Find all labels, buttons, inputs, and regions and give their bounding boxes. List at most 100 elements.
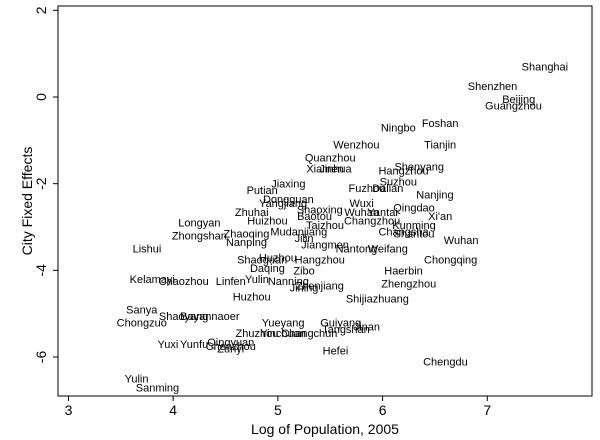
y-tick-label: -2 (33, 177, 49, 190)
data-point-label: Foshan (422, 118, 459, 130)
x-axis-label: Log of Population, 2005 (251, 421, 399, 437)
data-point-label: Wenzhou (333, 140, 379, 152)
data-point-label: Hangzhou (295, 255, 345, 267)
data-point-label: Zibo (293, 265, 314, 277)
data-point-label: Shaoxing (297, 205, 343, 217)
data-point-label: Ningbo (381, 122, 416, 134)
data-point-label: Daqing (250, 263, 285, 275)
data-point-label: Dalian (372, 183, 403, 195)
data-point-label: Zhenjiang (296, 281, 344, 293)
data-point-label: Nanping (226, 237, 267, 249)
data-point-label: Weifang (368, 244, 408, 256)
data-point-label: Fuzhou (349, 183, 386, 195)
x-tick-label: 5 (274, 402, 282, 418)
data-point-label: Wuxi (350, 198, 374, 210)
data-point-label: Chongqing (424, 255, 477, 267)
data-point-label: Shaoyang (159, 311, 209, 323)
data-point-label: Zhongshan (172, 231, 227, 243)
data-point-label: Zhuzhou (236, 328, 279, 340)
data-point-label: Hangzhou (378, 166, 428, 178)
data-point-label: Qingyuan (207, 337, 254, 349)
data-point-label: Changsha (378, 226, 429, 238)
data-point-label: Wuhan (444, 235, 479, 247)
y-tick-label: -4 (33, 264, 49, 277)
data-point-label: Mudanjiang (270, 226, 327, 238)
data-point-label: Shanghai (522, 62, 569, 74)
data-point-label: Sanya (126, 304, 158, 316)
y-tick-label: 0 (33, 93, 49, 101)
data-point-label: Yulin (125, 374, 149, 386)
data-point-label: Jining (290, 283, 319, 295)
y-tick-label: -6 (33, 351, 49, 364)
data-point-label: Xi'an (428, 211, 452, 223)
data-point-label: Zhengzhou (381, 278, 436, 290)
data-point-label: Jinan (354, 322, 380, 334)
data-point-label: Hefei (323, 346, 349, 358)
data-point-label: Suzhou (380, 177, 417, 189)
data-point-label: Nanning (268, 276, 309, 288)
data-point-label: Tianjin (424, 140, 456, 152)
data-point-label: Beijing (502, 94, 535, 106)
data-point-label: Sanming (136, 382, 179, 394)
data-point-label: Guiyang (320, 317, 361, 329)
data-point-label: Kunming (392, 220, 435, 232)
data-point-label: Taizhou (306, 220, 344, 232)
data-point-label: Yueyang (262, 317, 305, 329)
data-point-label: Dongguan (263, 194, 314, 206)
data-point-label: Yuxi (158, 339, 179, 351)
data-point-label: Yunfu (180, 339, 208, 351)
x-tick-label: 6 (379, 402, 387, 418)
data-point-label: Yangjiang (259, 198, 307, 210)
data-point-label: Jilin (295, 233, 314, 245)
x-axis: 3 4 5 6 7 (65, 396, 491, 418)
x-tick-label: 4 (169, 402, 177, 418)
data-point-label: Huizhou (247, 216, 287, 228)
data-point-label: Tangshan (322, 324, 370, 336)
data-point-label: Haerbin (384, 265, 423, 277)
data-point-label: Wuhan (344, 207, 379, 219)
data-point-label: Quanzhou (305, 153, 356, 165)
data-point-label: Shenzhen (468, 81, 518, 93)
data-point-label: Shijiazhuang (346, 294, 409, 306)
data-point-label: Chaozhou (159, 276, 209, 288)
data-point-label: Changzhou (344, 216, 400, 228)
data-point-label: Zhuhai (235, 207, 269, 219)
data-point-label: Shenyang (394, 161, 444, 173)
y-axis: -6 -4 -2 0 2 (33, 6, 58, 363)
data-point-label: Zhaoqing (224, 229, 270, 241)
data-point-label: Linfen (216, 276, 246, 288)
data-point-label: Zunyi (217, 343, 244, 355)
data-point-label: Chenzhou (206, 341, 256, 353)
data-point-label: Longyan (178, 218, 220, 230)
data-point-label: Bayannaoer (180, 311, 240, 323)
data-point-label: Lishui (133, 244, 162, 256)
plot-frame (57, 5, 593, 397)
data-point-label: Yulin (245, 274, 269, 286)
data-point-label: Huzhou (233, 291, 271, 303)
y-axis-label: City Fixed Effects (19, 147, 35, 256)
data-point-label: Chengdu (423, 356, 468, 368)
data-point-label: Qingdao (393, 203, 435, 215)
data-point-label: Changchun (281, 328, 337, 340)
data-point-label: Nantong (336, 244, 378, 256)
x-tick-label: 7 (483, 402, 491, 418)
data-point-label: Baotou (297, 211, 332, 223)
data-point-label: Huzhou (259, 252, 297, 264)
y-tick-label: 2 (33, 6, 49, 14)
data-point-label: Yantai (367, 207, 397, 219)
data-point-label: Shantou (394, 229, 435, 241)
x-tick-label: 3 (65, 402, 73, 418)
data-point-label: Guangzhou (485, 101, 542, 113)
data-point-label: Shaoguan (237, 255, 287, 267)
data-point-label: Putian (247, 185, 278, 197)
data-point-label: Xiamen (306, 164, 343, 176)
data-point-label: Jinhua (319, 164, 352, 176)
data-point-label: Chongzuo (117, 317, 167, 329)
data-point-label: Jiangmen (301, 239, 349, 251)
data-point-label: Yinchuan (260, 328, 305, 340)
data-point-label: Jiaxing (271, 179, 305, 191)
data-point-label: Nanjing (416, 190, 453, 202)
data-point-label: Kelamayi (130, 274, 175, 286)
